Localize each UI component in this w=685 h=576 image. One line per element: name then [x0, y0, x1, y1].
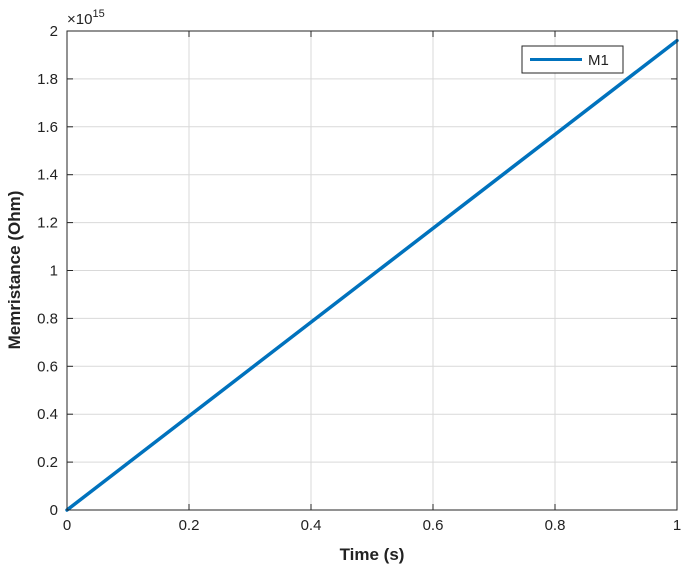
y-tick-label: 0.8: [37, 310, 58, 327]
y-tick-label: 1.4: [37, 167, 58, 184]
legend: M1: [521, 45, 624, 74]
series-layer: [65, 38, 679, 512]
x-axis-title: Time (s): [340, 545, 405, 564]
y-axis-ticks: 0 0.2 0.4 0.6 0.8 1 1.2 1.4 1.6 1.8 2: [37, 23, 677, 519]
y-tick-label: 2: [50, 23, 58, 40]
grid: [66, 30, 678, 511]
series-line-m1: [65, 38, 679, 512]
x-tick-label: 0.8: [545, 517, 566, 534]
y-axis-title: Memristance (Ohm): [5, 191, 24, 350]
y-tick-label: 1.2: [37, 215, 58, 232]
y-tick-label: 1: [50, 263, 58, 280]
y-tick-label: 0.4: [37, 406, 58, 423]
y-multiplier: ×1015: [67, 8, 105, 28]
x-axis-ticks: 0 0.2 0.4 0.6 0.8 1: [63, 31, 681, 534]
y-tick-label: 1.6: [37, 119, 58, 136]
x-tick-label: 1: [673, 517, 681, 534]
y-tick-label: 0: [50, 502, 58, 519]
x-tick-label: 0: [63, 517, 71, 534]
x-tick-label: 0.2: [179, 517, 200, 534]
x-tick-label: 0.4: [301, 517, 322, 534]
legend-label-m1: M1: [588, 52, 609, 69]
y-tick-label: 1.8: [37, 71, 58, 88]
y-tick-label: 0.6: [37, 358, 58, 375]
y-tick-label: 0.2: [37, 454, 58, 471]
x-tick-label: 0.6: [423, 517, 444, 534]
